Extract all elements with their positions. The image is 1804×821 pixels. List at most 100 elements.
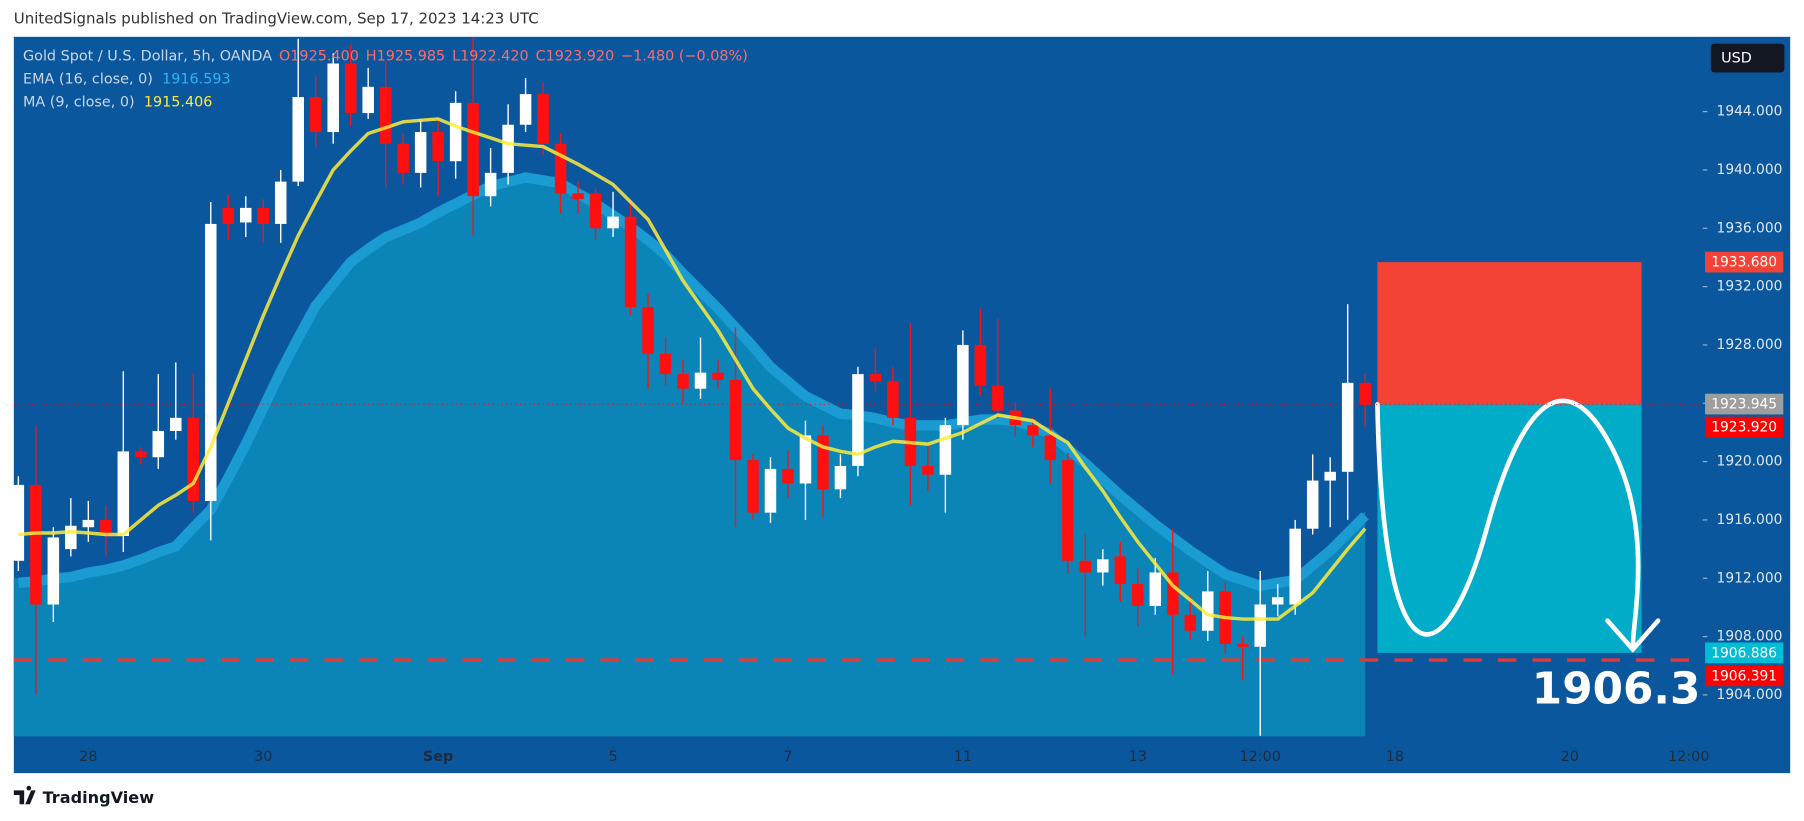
price-label-box — [1705, 642, 1784, 664]
candle-body — [642, 307, 654, 354]
candle-body — [1184, 614, 1197, 631]
candle-body — [764, 468, 777, 513]
candle-body — [624, 216, 637, 308]
annotation: 1906.3 — [1532, 663, 1701, 714]
candle-body — [887, 381, 899, 418]
indicator-name: MA (9, close, 0) — [23, 94, 135, 110]
target-zone — [1377, 404, 1642, 653]
y-tick-label: 1920.000 — [1717, 454, 1783, 470]
y-tick-label: 1940.000 — [1717, 162, 1783, 178]
x-tick-label: 12:00 — [1668, 749, 1709, 765]
candle-body — [1289, 528, 1301, 605]
candle-body — [1341, 382, 1354, 472]
candle-body — [12, 484, 25, 561]
candle-body — [1359, 382, 1371, 405]
candle-body — [957, 344, 969, 426]
candle-body — [170, 417, 182, 431]
price-label-box — [1705, 416, 1784, 438]
candle-body — [467, 102, 479, 197]
candle-body — [677, 374, 689, 389]
indicator-value: 1915.406 — [144, 94, 213, 110]
candle-body — [1027, 425, 1039, 436]
y-tick-label: 1944.000 — [1717, 104, 1783, 120]
candle-body — [659, 353, 672, 375]
candle-body — [852, 374, 864, 466]
candle-body — [187, 417, 200, 501]
price-label: 1923.920 — [1711, 420, 1777, 436]
candle-body — [572, 193, 584, 200]
candle-body — [992, 385, 1004, 411]
legend-value: H1925.985 — [366, 48, 445, 64]
brand: TradingView — [43, 788, 155, 807]
indicator-name: EMA (16, close, 0) — [23, 71, 153, 87]
candle-body — [589, 193, 602, 229]
x-tick-label: 12:00 — [1240, 749, 1281, 765]
candle-body — [1079, 560, 1092, 573]
candle-body — [939, 425, 952, 475]
price-label: 1906.886 — [1711, 645, 1777, 661]
indicator-value: 1916.593 — [162, 71, 231, 87]
x-tick-label: 20 — [1561, 749, 1579, 765]
y-tick-label: 1908.000 — [1717, 629, 1783, 645]
candle-body — [379, 86, 392, 144]
x-tick-label: 13 — [1129, 749, 1147, 765]
legend-row: Gold Spot / U.S. Dollar, 5h, OANDA O1925.… — [23, 48, 748, 64]
candle-body — [799, 435, 812, 484]
candle-body — [1097, 559, 1109, 573]
candle-body — [1044, 435, 1057, 461]
candle-body — [607, 216, 619, 229]
x-tick-label: 5 — [608, 749, 617, 765]
candle-body — [1114, 556, 1127, 585]
candle-body — [274, 181, 287, 224]
candle-body — [694, 372, 707, 389]
legend-value: −1.480 (−0.08%) — [621, 48, 748, 64]
publisher: UnitedSignals published on TradingView.c… — [14, 10, 539, 28]
candle-body — [47, 537, 60, 605]
ema-area — [13, 172, 1366, 737]
candle-body — [1254, 604, 1266, 647]
candle-body — [449, 102, 462, 162]
candle-body — [1324, 471, 1336, 481]
candle-body — [257, 207, 269, 224]
candle-body — [1306, 480, 1319, 529]
y-tick-label: 1916.000 — [1717, 512, 1783, 528]
candle-body — [554, 143, 567, 194]
candle-body — [344, 63, 357, 114]
plot: 1906.3 1904.000 1908.000 1912.000 1916.000 19… — [12, 37, 1785, 765]
candle-body — [869, 374, 882, 382]
currency-box — [1710, 43, 1785, 73]
x-tick-label: 28 — [79, 749, 97, 765]
candle-body — [292, 97, 304, 182]
legend-value: C1923.920 — [536, 48, 615, 64]
candle-body — [327, 63, 339, 133]
legend-row: MA (9, close, 0) 1915.406 — [23, 94, 212, 110]
price-label-box — [1705, 251, 1784, 273]
legend-value: O1925.400 — [279, 48, 359, 64]
candle-body — [205, 223, 217, 501]
candle-body — [65, 525, 77, 550]
candle-body — [1271, 597, 1284, 605]
stop-zone — [1377, 262, 1642, 405]
candle-body — [30, 484, 42, 605]
candle-body — [1202, 591, 1214, 631]
price-label: 1933.680 — [1711, 255, 1777, 271]
drawing-curve — [1375, 398, 1641, 650]
x-tick-label: 18 — [1386, 749, 1404, 765]
price-label-box — [1705, 665, 1784, 687]
y-tick-label: 1936.000 — [1717, 220, 1783, 236]
candle-body — [519, 94, 532, 125]
candle-body — [1167, 572, 1179, 615]
legend-value: L1922.420 — [452, 48, 529, 64]
candle-body — [397, 143, 409, 173]
candle-body — [117, 451, 130, 536]
y-tick-label: 1932.000 — [1717, 279, 1783, 295]
candle-body — [222, 207, 235, 224]
candle-body — [414, 132, 427, 173]
x-tick-label: 11 — [954, 749, 972, 765]
candle-body — [135, 451, 147, 458]
candle-body — [782, 468, 794, 484]
brand-logo — [13, 785, 36, 805]
legend-row: EMA (16, close, 0) 1916.593 — [23, 71, 231, 87]
price-label: 1906.391 — [1711, 668, 1777, 684]
candle-body — [1236, 643, 1249, 647]
